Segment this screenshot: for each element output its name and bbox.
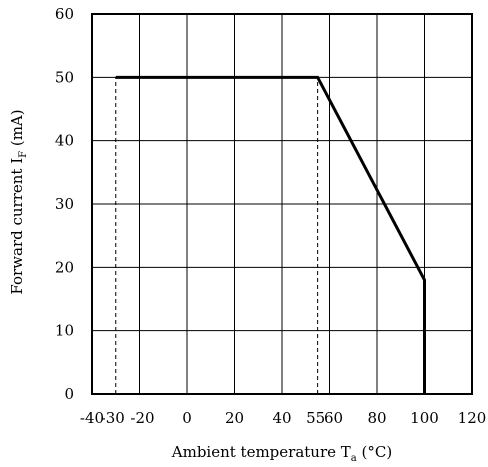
plot-frame: [91, 13, 473, 395]
y-tick-label: 0: [64, 385, 74, 403]
x-tick-label: -40: [80, 409, 104, 427]
series-group: [115, 75, 426, 394]
y-tick-label: 30: [55, 195, 74, 213]
y-axis-label-main: Forward current I: [8, 158, 26, 295]
grid-lines: [92, 14, 472, 394]
reference-lines: [115, 77, 319, 394]
x-axis-label: Ambient temperature Ta (°C): [171, 443, 392, 464]
x-axis-label-main: Ambient temperature T: [171, 443, 351, 461]
series-line: [115, 75, 426, 394]
y-tick-label: 60: [55, 5, 74, 23]
x-tick-label: 60: [324, 409, 343, 427]
x-tick-label: 120: [458, 409, 487, 427]
x-axis-label-subscript: a: [351, 453, 357, 464]
x-tick-label: 0: [182, 409, 192, 427]
y-tick-label: 20: [55, 258, 74, 276]
x-tick-label: -30: [101, 409, 125, 427]
x-tick-label: 40: [272, 409, 291, 427]
x-tick-label: 100: [410, 409, 439, 427]
y-tick-label: 40: [55, 132, 74, 150]
y-tick-labels: 0 10 20 30 40 50 60: [55, 5, 74, 403]
y-axis-label-unit: (mA): [8, 109, 26, 151]
y-tick-label: 50: [55, 68, 74, 86]
x-tick-label: -20: [130, 409, 154, 427]
x-tick-label: 55: [306, 409, 325, 427]
y-axis-label: Forward current IF (mA): [8, 109, 29, 294]
x-tick-label: 20: [225, 409, 244, 427]
y-axis-label-subscript: F: [18, 151, 29, 158]
x-axis-label-unit: (°C): [357, 443, 392, 461]
y-tick-label: 10: [55, 322, 74, 340]
x-tick-label: 80: [367, 409, 386, 427]
